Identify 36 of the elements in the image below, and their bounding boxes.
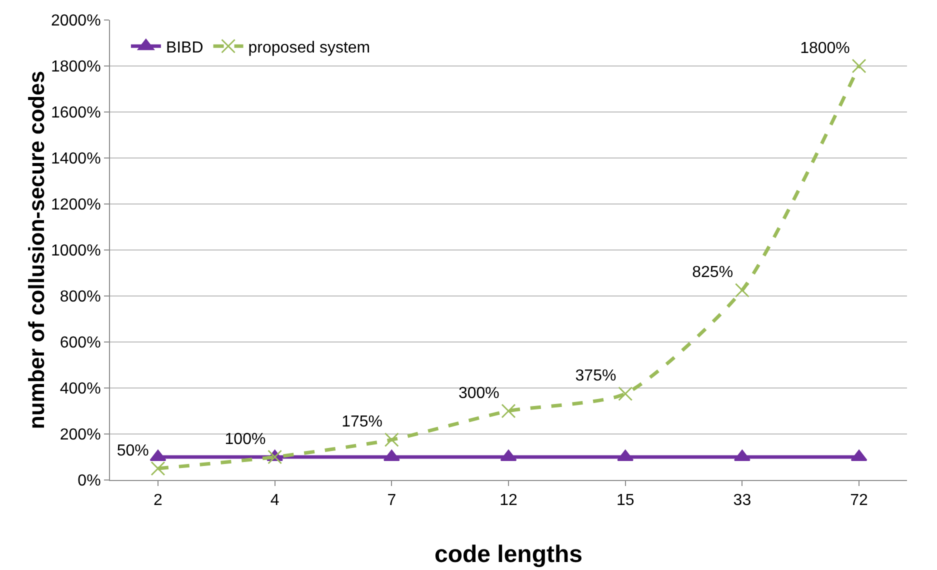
x-tick-label: 72	[850, 492, 868, 510]
y-tick-label: 2000%	[50, 12, 101, 30]
point	[734, 283, 750, 298]
x-axis-title: code lengths	[434, 541, 583, 568]
y-tick-label: 1200%	[50, 196, 101, 214]
y-tick-label: 1000%	[50, 242, 101, 260]
data-label: 175%	[342, 414, 383, 431]
y-tick-label: 600%	[60, 334, 101, 352]
x-tick-label: 33	[733, 492, 752, 510]
y-tick-label: 1800%	[50, 58, 101, 76]
y-tick-label: 800%	[60, 288, 101, 306]
x-tick-label: 12	[500, 492, 518, 510]
y-tick-label: 1400%	[50, 150, 101, 168]
point	[268, 450, 282, 464]
y-axis-title: number of collusion-secure codes	[24, 70, 49, 430]
y-tick-label: 1600%	[50, 104, 101, 122]
data-label: 50%	[116, 442, 149, 460]
point	[384, 432, 399, 447]
x-tick-label: 4	[270, 492, 280, 510]
x-tick-label: 15	[616, 492, 634, 510]
legend-label: BIBD	[166, 39, 204, 56]
point	[501, 404, 516, 418]
data-label: 375%	[575, 368, 616, 385]
y-tick-label: 400%	[60, 380, 101, 398]
point	[618, 386, 633, 401]
data-label: 825%	[692, 264, 734, 282]
data-label: 1800%	[800, 40, 850, 57]
y-tick-label: 0%	[78, 472, 101, 490]
x-tick-label: 7	[387, 492, 396, 510]
y-tick-label: 200%	[60, 426, 101, 444]
point	[150, 461, 166, 476]
x-tick-label: 2	[154, 492, 163, 510]
data-label: 300%	[458, 384, 500, 402]
point	[852, 58, 866, 74]
data-label: 100%	[224, 430, 266, 448]
legend-label: proposed system	[248, 39, 370, 56]
